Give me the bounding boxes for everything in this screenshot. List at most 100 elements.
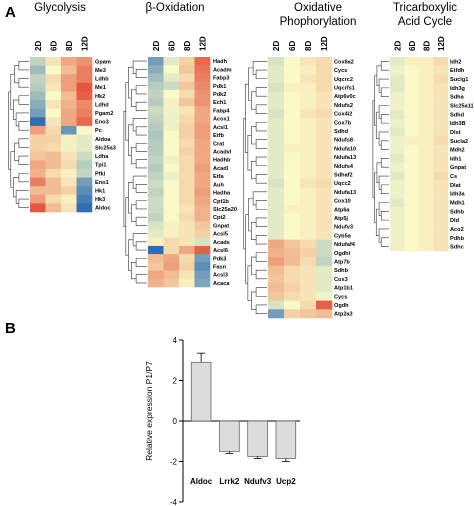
heatmap-cell (300, 283, 317, 293)
dendrogram-branch (378, 202, 389, 217)
heatmap-cell (148, 237, 164, 247)
heatmap-oxidation: β-Oxidation 2D 6D 8D 12D Hadh Acadm Fabp3 Pdk1 Pd… (123, 2, 237, 288)
heatmap-cell (268, 283, 285, 293)
heatmap-cell (30, 168, 46, 178)
heatmap-cell (61, 117, 77, 127)
heatmap-cell (300, 239, 317, 249)
heatmap-cell (390, 57, 405, 67)
heatmap-cell (433, 65, 449, 75)
heatmap-cell (61, 143, 77, 153)
heatmap-cell (61, 74, 77, 84)
heatmap-cell (284, 91, 301, 101)
heatmap-cell (284, 117, 301, 127)
heatmap-cell (45, 82, 62, 92)
dendrogram-branch (251, 91, 257, 110)
heatmap-cell (268, 248, 285, 258)
gene-label: Dlat (450, 183, 461, 189)
heatmap-cell (268, 91, 285, 101)
gene-label: Ndufs2 (334, 103, 353, 109)
heatmap-cell (404, 136, 420, 146)
heatmap-cell (300, 291, 317, 301)
heatmap-cell (163, 245, 180, 255)
heatmap-cell (404, 154, 420, 164)
heatmap-cell (163, 155, 180, 165)
heatmap-cell (300, 187, 317, 197)
gene-label: Sdhb (334, 268, 349, 274)
heatmap-cell (316, 196, 333, 206)
heatmap-cell (419, 83, 434, 93)
gene-label: Fasn (213, 264, 227, 270)
dendrogram-branch (372, 100, 375, 198)
dendrogram-branch (375, 208, 380, 236)
dendrogram-branch (18, 61, 29, 71)
gene-label: Hk1 (95, 188, 105, 194)
heatmap-cell (163, 81, 180, 91)
gene-label: Sdha (450, 95, 465, 101)
gene-label: Ndufa13 (334, 155, 356, 161)
heatmap-cell (194, 237, 211, 247)
heatmap-cell (419, 189, 434, 199)
gene-label: Etfa (213, 174, 224, 180)
heatmap-cell (163, 204, 180, 214)
dendrogram-branch (251, 161, 257, 180)
heatmap-cell (433, 57, 449, 67)
heatmap-cell (163, 114, 180, 124)
heatmap-title: Tricarboxylic (393, 2, 457, 14)
heatmap-cell (179, 262, 195, 271)
heatmap-cell (163, 180, 180, 189)
heatmap-cell (61, 134, 77, 144)
heatmap-cell (390, 242, 405, 252)
heatmap-cell (300, 109, 317, 119)
heatmap-cell (61, 194, 77, 204)
heatmap-cell (76, 151, 93, 161)
dendrogram-branch (135, 200, 147, 210)
gene-label: Slc25a11 (450, 104, 474, 110)
heatmap-title: Glycolysis (34, 2, 86, 14)
heatmap-cell (194, 221, 211, 230)
heatmap-cell (30, 177, 46, 187)
heatmap-cell (30, 57, 46, 66)
column-label: 2D (34, 41, 43, 51)
heatmap-cell (194, 73, 211, 82)
heatmap-cell (300, 300, 317, 310)
gene-label: Sdhd (450, 112, 465, 118)
heatmap-cell (148, 98, 164, 107)
heatmap-cell (163, 254, 180, 263)
bar-chart: 4 2 0 -2 -4 Relative expression P1/P7 Aldoc Lrr… (144, 336, 300, 506)
heatmap-cell (284, 222, 301, 232)
gene-label: Crat (213, 141, 224, 147)
heatmap-cell (433, 180, 449, 190)
heatmap-cell (163, 213, 180, 222)
gene-label: Idh3B (450, 121, 466, 127)
dendrogram-branch (255, 69, 267, 80)
heatmap-cell (300, 152, 317, 162)
gene-label: Idh3a (450, 192, 465, 198)
gene-label: Ogdh (334, 303, 349, 309)
column-label: 8D (183, 41, 192, 51)
heatmap-cell (404, 74, 420, 84)
heatmap-cell (163, 57, 180, 66)
gene-label: Cs (450, 174, 457, 180)
heatmap-cell (30, 100, 46, 109)
heatmap-cell (419, 242, 434, 252)
y-axis-label: Relative expression P1/P7 (144, 361, 154, 461)
heatmap-cell (300, 144, 317, 153)
heatmap-cell (148, 180, 164, 189)
gene-label: Etfb (213, 133, 224, 139)
heatmap-cell (404, 215, 420, 225)
heatmap-cell (76, 65, 93, 75)
heatmap-cell (45, 125, 62, 135)
heatmap-cell (148, 229, 164, 239)
dendrogram-branch (128, 239, 134, 271)
heatmap-cell (284, 65, 301, 75)
dendrogram-branch (125, 197, 129, 256)
heatmap-cell (284, 309, 301, 319)
gene-label: Gnpat (213, 223, 229, 229)
gene-label: Sdhaf2 (334, 172, 353, 178)
panel-a-label: A (5, 4, 16, 21)
heatmap-cell (61, 100, 77, 109)
heatmap-cell (419, 171, 434, 181)
heatmap-cell (76, 160, 93, 170)
heatmap-cell (316, 144, 333, 153)
heatmap-cell (390, 233, 405, 243)
